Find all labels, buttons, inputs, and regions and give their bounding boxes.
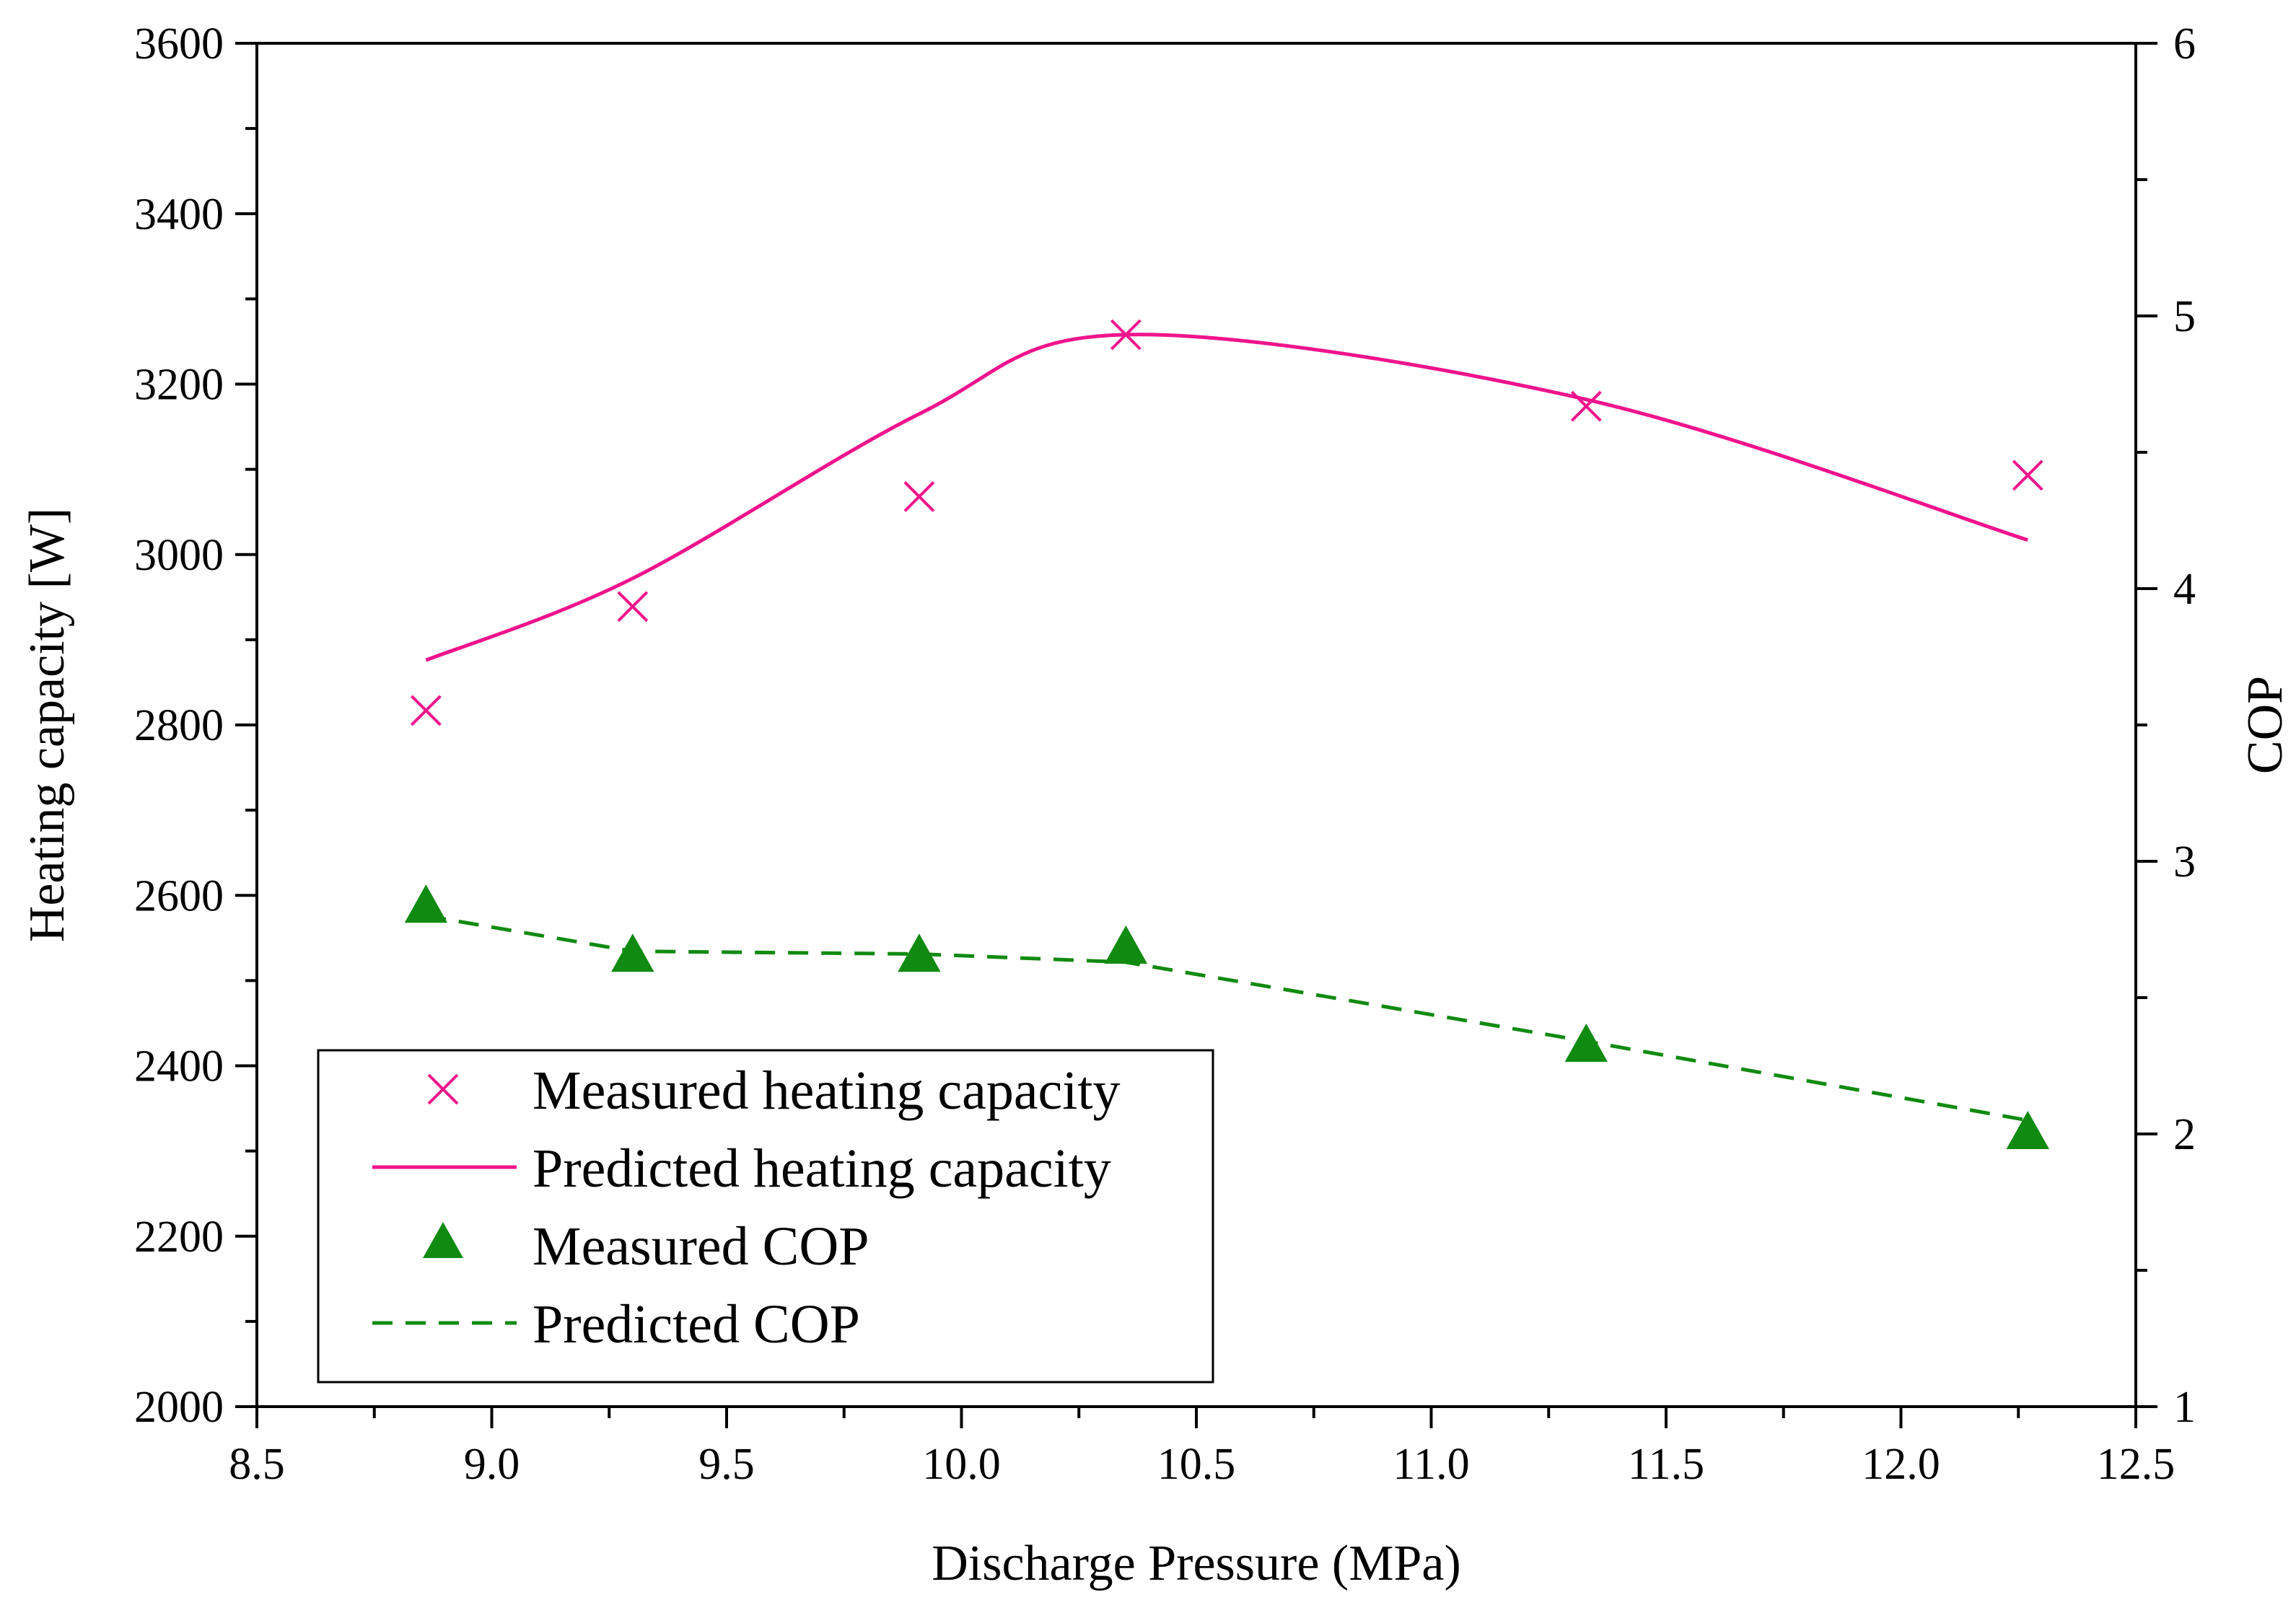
series-layer bbox=[404, 319, 2049, 1149]
right-y-tick-label: 6 bbox=[2173, 19, 2196, 69]
x-tick-label: 9.5 bbox=[698, 1440, 755, 1489]
left-y-tick-label: 2600 bbox=[134, 871, 224, 920]
x-tick-label: 12.0 bbox=[1862, 1440, 1940, 1489]
legend: Measured heating capacity Predicted heat… bbox=[317, 1049, 1214, 1384]
x-tick-label: 11.0 bbox=[1393, 1440, 1469, 1489]
left-y-axis-title: Heating capacity [W] bbox=[19, 508, 75, 942]
left-y-tick-label: 2800 bbox=[134, 701, 224, 750]
legend-box bbox=[317, 1049, 1214, 1384]
marker-measured-heating-capacity bbox=[1570, 390, 1602, 422]
right-y-axis-title: COP bbox=[2238, 676, 2293, 774]
marker-measured-cop bbox=[898, 933, 941, 972]
left-y-tick-label: 2200 bbox=[134, 1213, 224, 1262]
marker-measured-cop bbox=[1104, 925, 1148, 964]
legend-label-measured-cop: Measured COP bbox=[533, 1216, 869, 1277]
x-tick-label: 10.0 bbox=[922, 1440, 1001, 1489]
right-y-tick-label: 3 bbox=[2173, 837, 2196, 887]
right-y-axis: 1 2 3 4 5 6 bbox=[2136, 19, 2196, 1432]
x-tick-label: 8.5 bbox=[229, 1440, 285, 1489]
legend-swatch-measured-cop bbox=[423, 1222, 463, 1258]
legend-label-measured-heating: Measured heating capacity bbox=[533, 1060, 1121, 1121]
left-y-tick-label: 3400 bbox=[134, 190, 224, 239]
right-y-tick-label: 5 bbox=[2173, 292, 2196, 341]
marker-measured-cop bbox=[611, 933, 654, 972]
x-tick-label: 12.5 bbox=[2097, 1440, 2175, 1489]
left-y-axis: 2000 2200 2400 2600 2800 3000 3200 3400 3600 bbox=[134, 19, 257, 1432]
x-tick-label: 10.5 bbox=[1157, 1440, 1236, 1489]
right-y-tick-label: 4 bbox=[2173, 565, 2196, 614]
marker-measured-cop bbox=[404, 884, 448, 923]
marker-measured-heating-capacity bbox=[617, 591, 649, 623]
left-y-tick-label: 2400 bbox=[134, 1042, 224, 1091]
legend-swatches bbox=[372, 1073, 517, 1325]
x-tick-label: 9.0 bbox=[464, 1440, 520, 1489]
legend-label-predicted-cop: Predicted COP bbox=[533, 1294, 860, 1355]
marker-measured-cop bbox=[2006, 1110, 2049, 1149]
x-axis: 8.5 9.0 9.5 10.0 10.5 11.0 11.5 12.0 12.5 bbox=[229, 1407, 2175, 1489]
x-axis-title: Discharge Pressure (MPa) bbox=[932, 1536, 1461, 1591]
legend-label-predicted-heating: Predicted heating capacity bbox=[533, 1138, 1111, 1199]
left-y-tick-label: 2000 bbox=[134, 1383, 224, 1432]
marker-measured-cop bbox=[1564, 1023, 1608, 1063]
marker-measured-heating-capacity bbox=[903, 481, 935, 512]
marker-measured-heating-capacity bbox=[410, 695, 442, 726]
left-y-tick-label: 3200 bbox=[134, 361, 224, 410]
left-y-tick-label: 3600 bbox=[134, 19, 224, 69]
line-predicted-heating-capacity bbox=[425, 333, 2029, 662]
right-y-tick-label: 2 bbox=[2173, 1110, 2196, 1159]
right-y-tick-label: 1 bbox=[2173, 1383, 2196, 1432]
marker-measured-heating-capacity bbox=[2012, 459, 2043, 491]
marker-measured-heating-capacity bbox=[1110, 319, 1142, 351]
x-tick-label: 11.5 bbox=[1628, 1440, 1704, 1489]
line-predicted-cop bbox=[425, 914, 2028, 1122]
left-y-tick-label: 3000 bbox=[134, 531, 224, 580]
legend-swatch-measured-heating bbox=[427, 1073, 459, 1105]
